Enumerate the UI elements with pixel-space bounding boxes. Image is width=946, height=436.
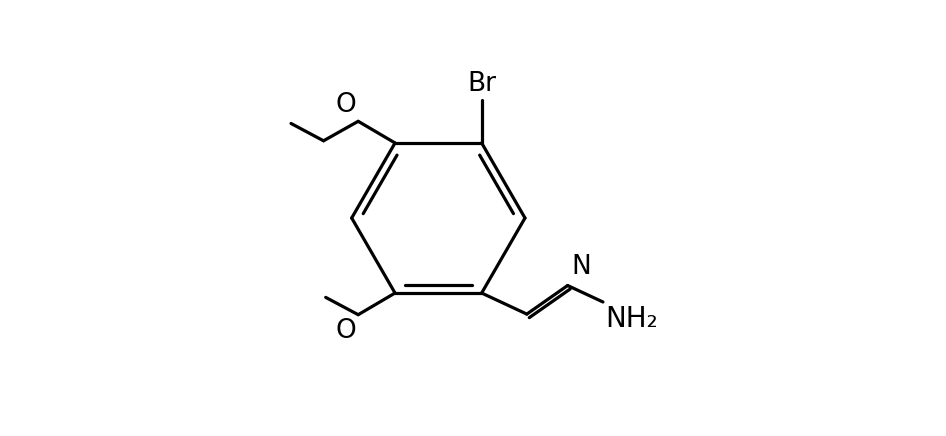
- Text: N: N: [571, 254, 591, 280]
- Text: Br: Br: [467, 72, 496, 98]
- Text: NH₂: NH₂: [605, 306, 657, 334]
- Text: O: O: [335, 318, 356, 344]
- Text: O: O: [335, 92, 356, 118]
